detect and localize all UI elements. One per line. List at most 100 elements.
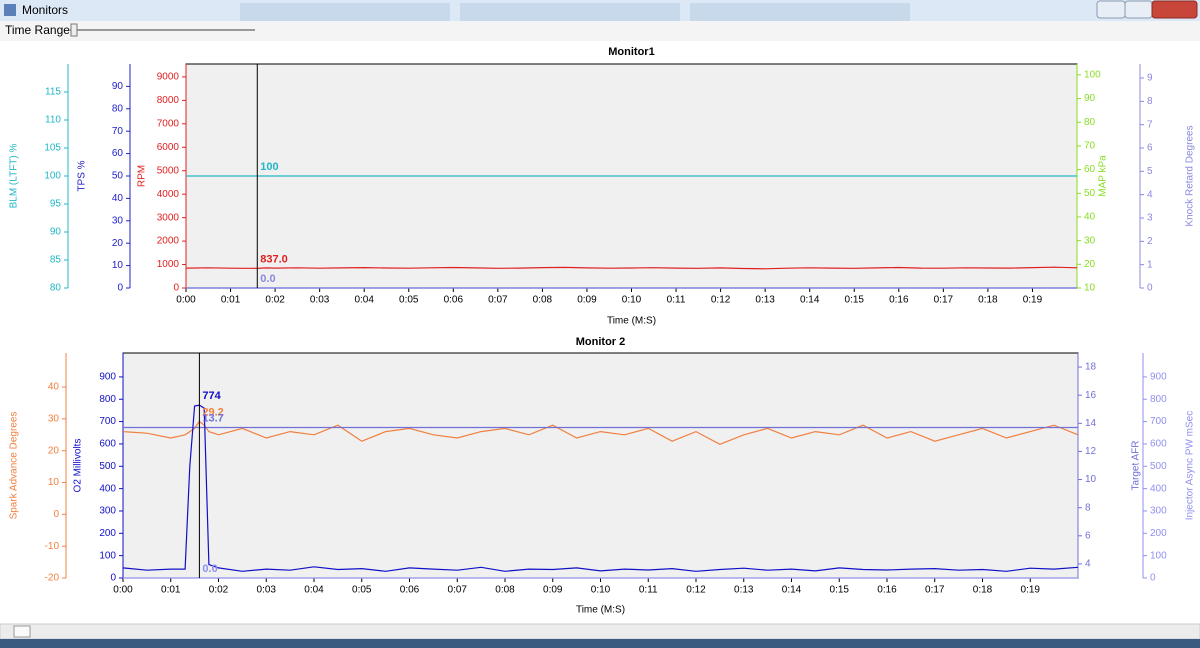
minimize-button[interactable] [1096,0,1126,19]
maximize-button[interactable] [1124,0,1153,19]
y-tick-label: 400 [1150,483,1167,494]
taskbar [0,639,1200,648]
x-tick-label: 0:06 [444,295,464,306]
scroll-thumb[interactable] [13,625,31,638]
y-axis-label: Target AFR [1131,440,1142,490]
y-tick-label: 3000 [157,212,180,223]
x-tick-label: 0:12 [711,295,731,306]
x-tick-label: 0:07 [448,585,468,596]
y-tick-label: 110 [45,115,61,126]
x-tick-label: 0:08 [495,585,515,596]
y-tick-label: 8 [1147,96,1153,107]
chart-title: Monitor 2 [576,336,626,348]
y-tick-label: 200 [1150,528,1167,539]
y-tick-label: 8000 [157,95,180,106]
plot-area [122,352,1079,579]
x-tick-label: 0:07 [488,295,508,306]
y-tick-label: 300 [1150,506,1167,517]
y-axis-label: Spark Advance Degrees [9,412,20,520]
y-tick-label: 40 [1084,212,1096,223]
y-tick-label: 50 [112,171,124,182]
y-tick-label: 30 [112,215,124,226]
y-tick-label: 70 [112,126,124,137]
y-tick-label: 90 [1084,93,1096,104]
x-tick-label: 0:09 [577,295,597,306]
x-axis-label: Time (M:S) [576,605,625,616]
y-tick-label: 100 [44,171,61,182]
y-tick-label: 20 [48,445,60,456]
window-title: Monitors [22,3,68,17]
y-axis-label: BLM (LTFT) % [9,143,20,208]
x-tick-label: 0:06 [400,585,420,596]
y-tick-label: 300 [99,506,116,517]
y-tick-label: 12 [1085,446,1097,457]
y-tick-label: 800 [1150,394,1167,405]
y-tick-label: 10 [1085,474,1097,485]
chart-title: Monitor1 [608,46,654,58]
cursor-value-label: 774 [202,390,221,402]
y-tick-label: 0 [117,283,123,294]
x-tick-label: 0:00 [113,585,133,596]
y-tick-label: 20 [112,238,124,249]
series-line [185,266,1078,270]
window-icon [4,4,16,16]
cursor-value-label: 0.0 [260,273,275,285]
y-tick-label: 40 [48,382,60,393]
slider-thumb[interactable] [70,23,78,37]
toolbar [0,21,1200,41]
x-tick-label: 0:16 [877,585,897,596]
y-tick-label: 600 [99,439,116,450]
x-tick-label: 0:11 [639,585,658,596]
y-tick-label: -20 [45,573,60,584]
x-tick-label: 0:15 [845,295,865,306]
y-tick-label: 1 [1147,259,1153,270]
y-tick-label: 85 [50,255,62,266]
x-tick-label: 0:13 [755,295,775,306]
x-tick-label: 0:02 [265,295,285,306]
y-tick-label: 0 [53,509,59,520]
x-tick-label: 0:19 [1023,295,1043,306]
y-axis-label: MAP kPa [1098,155,1109,197]
x-tick-label: 0:01 [221,295,241,306]
x-tick-label: 0:13 [734,585,754,596]
y-tick-label: 105 [44,143,61,154]
y-tick-label: 30 [48,414,60,425]
y-tick-label: 20 [1084,259,1096,270]
x-tick-label: 0:16 [889,295,909,306]
y-axis-label: Knock Retard Degrees [1185,125,1196,226]
y-tick-label: 200 [99,528,116,539]
y-tick-label: 60 [1084,164,1096,175]
background-tab [240,3,450,21]
x-axis-label: Time (M:S) [607,316,656,327]
close-button[interactable] [1151,0,1198,19]
x-tick-label: 0:02 [209,585,229,596]
y-tick-label: 0 [110,573,116,584]
x-tick-label: 0:14 [782,585,802,596]
y-tick-label: 7000 [157,118,180,129]
x-tick-label: 0:04 [304,585,324,596]
x-tick-label: 0:11 [667,295,686,306]
time-range-label: Time Range [5,23,70,37]
cursor-value-label: 837.0 [260,253,288,265]
y-tick-label: 7 [1147,119,1153,130]
cursor-value-label: 0.0 [202,563,217,575]
scrollbar[interactable] [0,623,1200,640]
series-line [122,404,1079,572]
x-tick-label: 0:18 [978,295,998,306]
y-tick-label: 9000 [157,72,180,83]
x-tick-label: 0:19 [1021,585,1041,596]
y-tick-label: 100 [99,550,116,561]
y-tick-label: 70 [1084,141,1096,152]
x-tick-label: 0:12 [686,585,706,596]
x-tick-label: 0:09 [543,585,563,596]
y-tick-label: 1000 [157,259,180,270]
x-tick-label: 0:15 [830,585,850,596]
y-tick-label: 4000 [157,189,180,200]
y-tick-label: 800 [99,394,116,405]
x-tick-label: 0:00 [176,295,196,306]
x-tick-label: 0:03 [310,295,330,306]
x-tick-label: 0:03 [257,585,277,596]
y-tick-label: -10 [45,541,60,552]
cursor-value-label: 13.7 [202,412,223,424]
